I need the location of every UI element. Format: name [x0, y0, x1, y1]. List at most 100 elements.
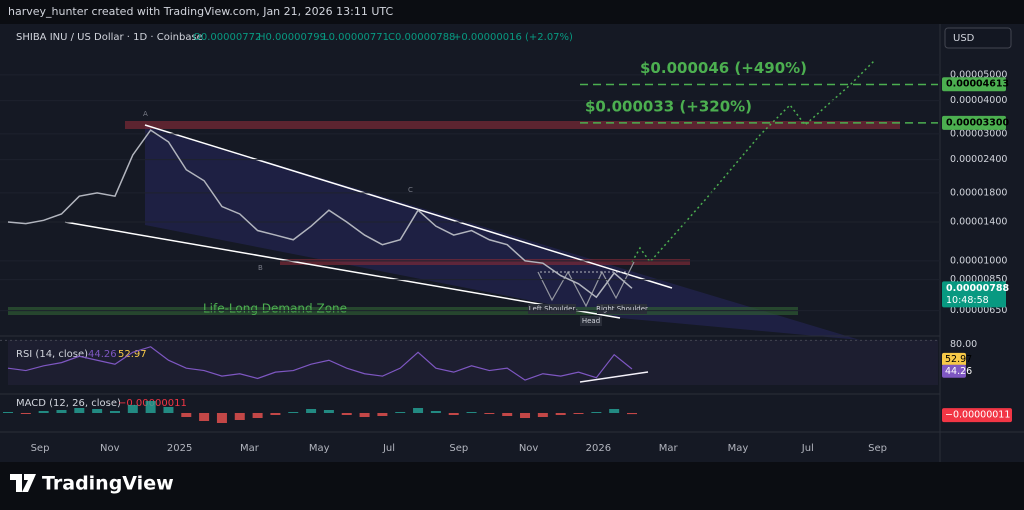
wave-label: B	[258, 264, 263, 272]
macd-value-box	[942, 408, 1012, 423]
x-tick-label: Mar	[659, 443, 679, 454]
macd-value-label: −0.00000011	[945, 410, 1010, 421]
macd-bar	[74, 408, 85, 413]
macd-bar	[56, 410, 67, 413]
macd-bar	[145, 401, 156, 413]
legend-open: O0.00000772	[193, 32, 261, 43]
legend-high: H0.00000799	[258, 32, 326, 43]
macd-bar	[502, 413, 513, 416]
y-tick-label: 0.00000650	[950, 305, 1007, 316]
price-label: 0.00003300	[946, 117, 1009, 128]
macd-bar	[38, 411, 49, 413]
macd-bar	[163, 407, 174, 413]
x-tick-label: Jul	[382, 443, 395, 454]
rsi-legend-ma: 52.97	[118, 349, 147, 360]
rsi-ma-label: 52.97	[945, 354, 972, 365]
credit: harvey_hunter created with TradingView.c…	[8, 5, 393, 18]
right-shoulder: Right Shoulder	[596, 305, 648, 313]
x-tick-label: Nov	[100, 443, 120, 454]
y-tick-label: 0.00000850	[950, 274, 1007, 285]
projection-path	[631, 59, 876, 264]
currency[interactable]: USD	[953, 33, 975, 44]
x-tick-label: Nov	[519, 443, 539, 454]
macd-bar	[609, 409, 620, 413]
x-tick-label: 2025	[167, 443, 192, 454]
macd-bar	[323, 410, 334, 413]
macd-bar	[484, 413, 495, 414]
macd-bar	[573, 413, 584, 414]
rsi-ma-box	[942, 352, 966, 366]
target-label: $0.000033 (+320%)	[585, 97, 752, 115]
y-tick-label: 0.00001400	[950, 216, 1007, 227]
x-tick-label: 2026	[586, 443, 611, 454]
macd-bar	[199, 413, 210, 421]
x-tick-label: Jul	[801, 443, 814, 454]
macd-bar	[591, 412, 602, 413]
rsi-band	[8, 340, 938, 385]
rsi-legend-value: 44.26	[88, 349, 117, 360]
label-box	[597, 304, 647, 314]
x-tick-label: Sep	[449, 443, 468, 454]
macd-bar	[252, 413, 263, 418]
y-tick-label: 0.00001800	[950, 187, 1007, 198]
countdown: 10:48:58	[946, 295, 989, 306]
label-box	[580, 316, 602, 326]
macd-bar	[555, 413, 566, 415]
legend-close: C0.00000788	[388, 32, 455, 43]
head: Head	[582, 317, 600, 325]
macd-bar	[377, 413, 388, 416]
rsi-value-label: 44.26	[945, 366, 972, 377]
price-label: 0.00004613	[946, 79, 1009, 90]
macd-bar	[520, 413, 531, 418]
macd-bar	[627, 413, 637, 415]
macd-bar	[341, 413, 352, 415]
left-shoulder: Left Shoulder	[529, 305, 576, 313]
macd-bar	[127, 405, 138, 413]
legend-symbol: SHIBA INU / US Dollar · 1D · Coinbase	[16, 32, 203, 43]
rsi-tick-label: 80.00	[950, 339, 977, 350]
macd-bar	[288, 412, 299, 413]
rsi-line	[7, 346, 633, 381]
macd-bar	[430, 411, 441, 413]
rsi-title: RSI (14, close)	[16, 349, 88, 360]
legend-change: +0.00000016 (+2.07%)	[453, 32, 573, 43]
logo-mark	[10, 474, 36, 492]
y-tick-label: 0.00005000	[950, 69, 1007, 80]
wave-label: A	[143, 110, 148, 118]
rsi-trendline	[579, 371, 649, 383]
trendline-lower	[64, 221, 621, 319]
macd-bar	[448, 413, 459, 415]
macd-bar	[413, 408, 424, 413]
macd-bar	[359, 413, 370, 417]
wave-label: C	[408, 186, 413, 194]
support-band	[280, 259, 690, 265]
wedge-shade	[145, 125, 860, 340]
macd-bar	[395, 412, 406, 413]
macd-bar	[234, 413, 245, 420]
target-label: $0.000046 (+490%)	[640, 59, 807, 77]
macd-bar	[92, 409, 103, 413]
macd-bar	[181, 413, 192, 417]
macd-bar	[537, 413, 548, 417]
price-label-box	[942, 115, 1006, 130]
y-tick-label: 0.00003000	[950, 128, 1007, 139]
legend-low: L0.00000771	[323, 32, 389, 43]
macd-title: MACD (12, 26, close)	[16, 398, 121, 409]
macd-bar	[216, 413, 227, 423]
price-line	[7, 129, 633, 299]
price-label-box	[942, 77, 1006, 92]
price-label-box	[942, 281, 1006, 308]
y-tick-label: 0.00001000	[950, 255, 1007, 266]
macd-bar	[466, 412, 477, 413]
x-tick-label: Sep	[31, 443, 50, 454]
resistance-band	[125, 121, 900, 129]
chart-panel	[0, 24, 1024, 462]
brand: TradingView	[42, 473, 174, 495]
label-box	[528, 304, 576, 314]
currency-button[interactable]	[944, 27, 1012, 49]
zone-label: Life-Long Demand Zone	[203, 302, 347, 316]
x-tick-label: Sep	[868, 443, 887, 454]
x-tick-label: May	[728, 443, 749, 454]
x-tick-label: Mar	[240, 443, 260, 454]
